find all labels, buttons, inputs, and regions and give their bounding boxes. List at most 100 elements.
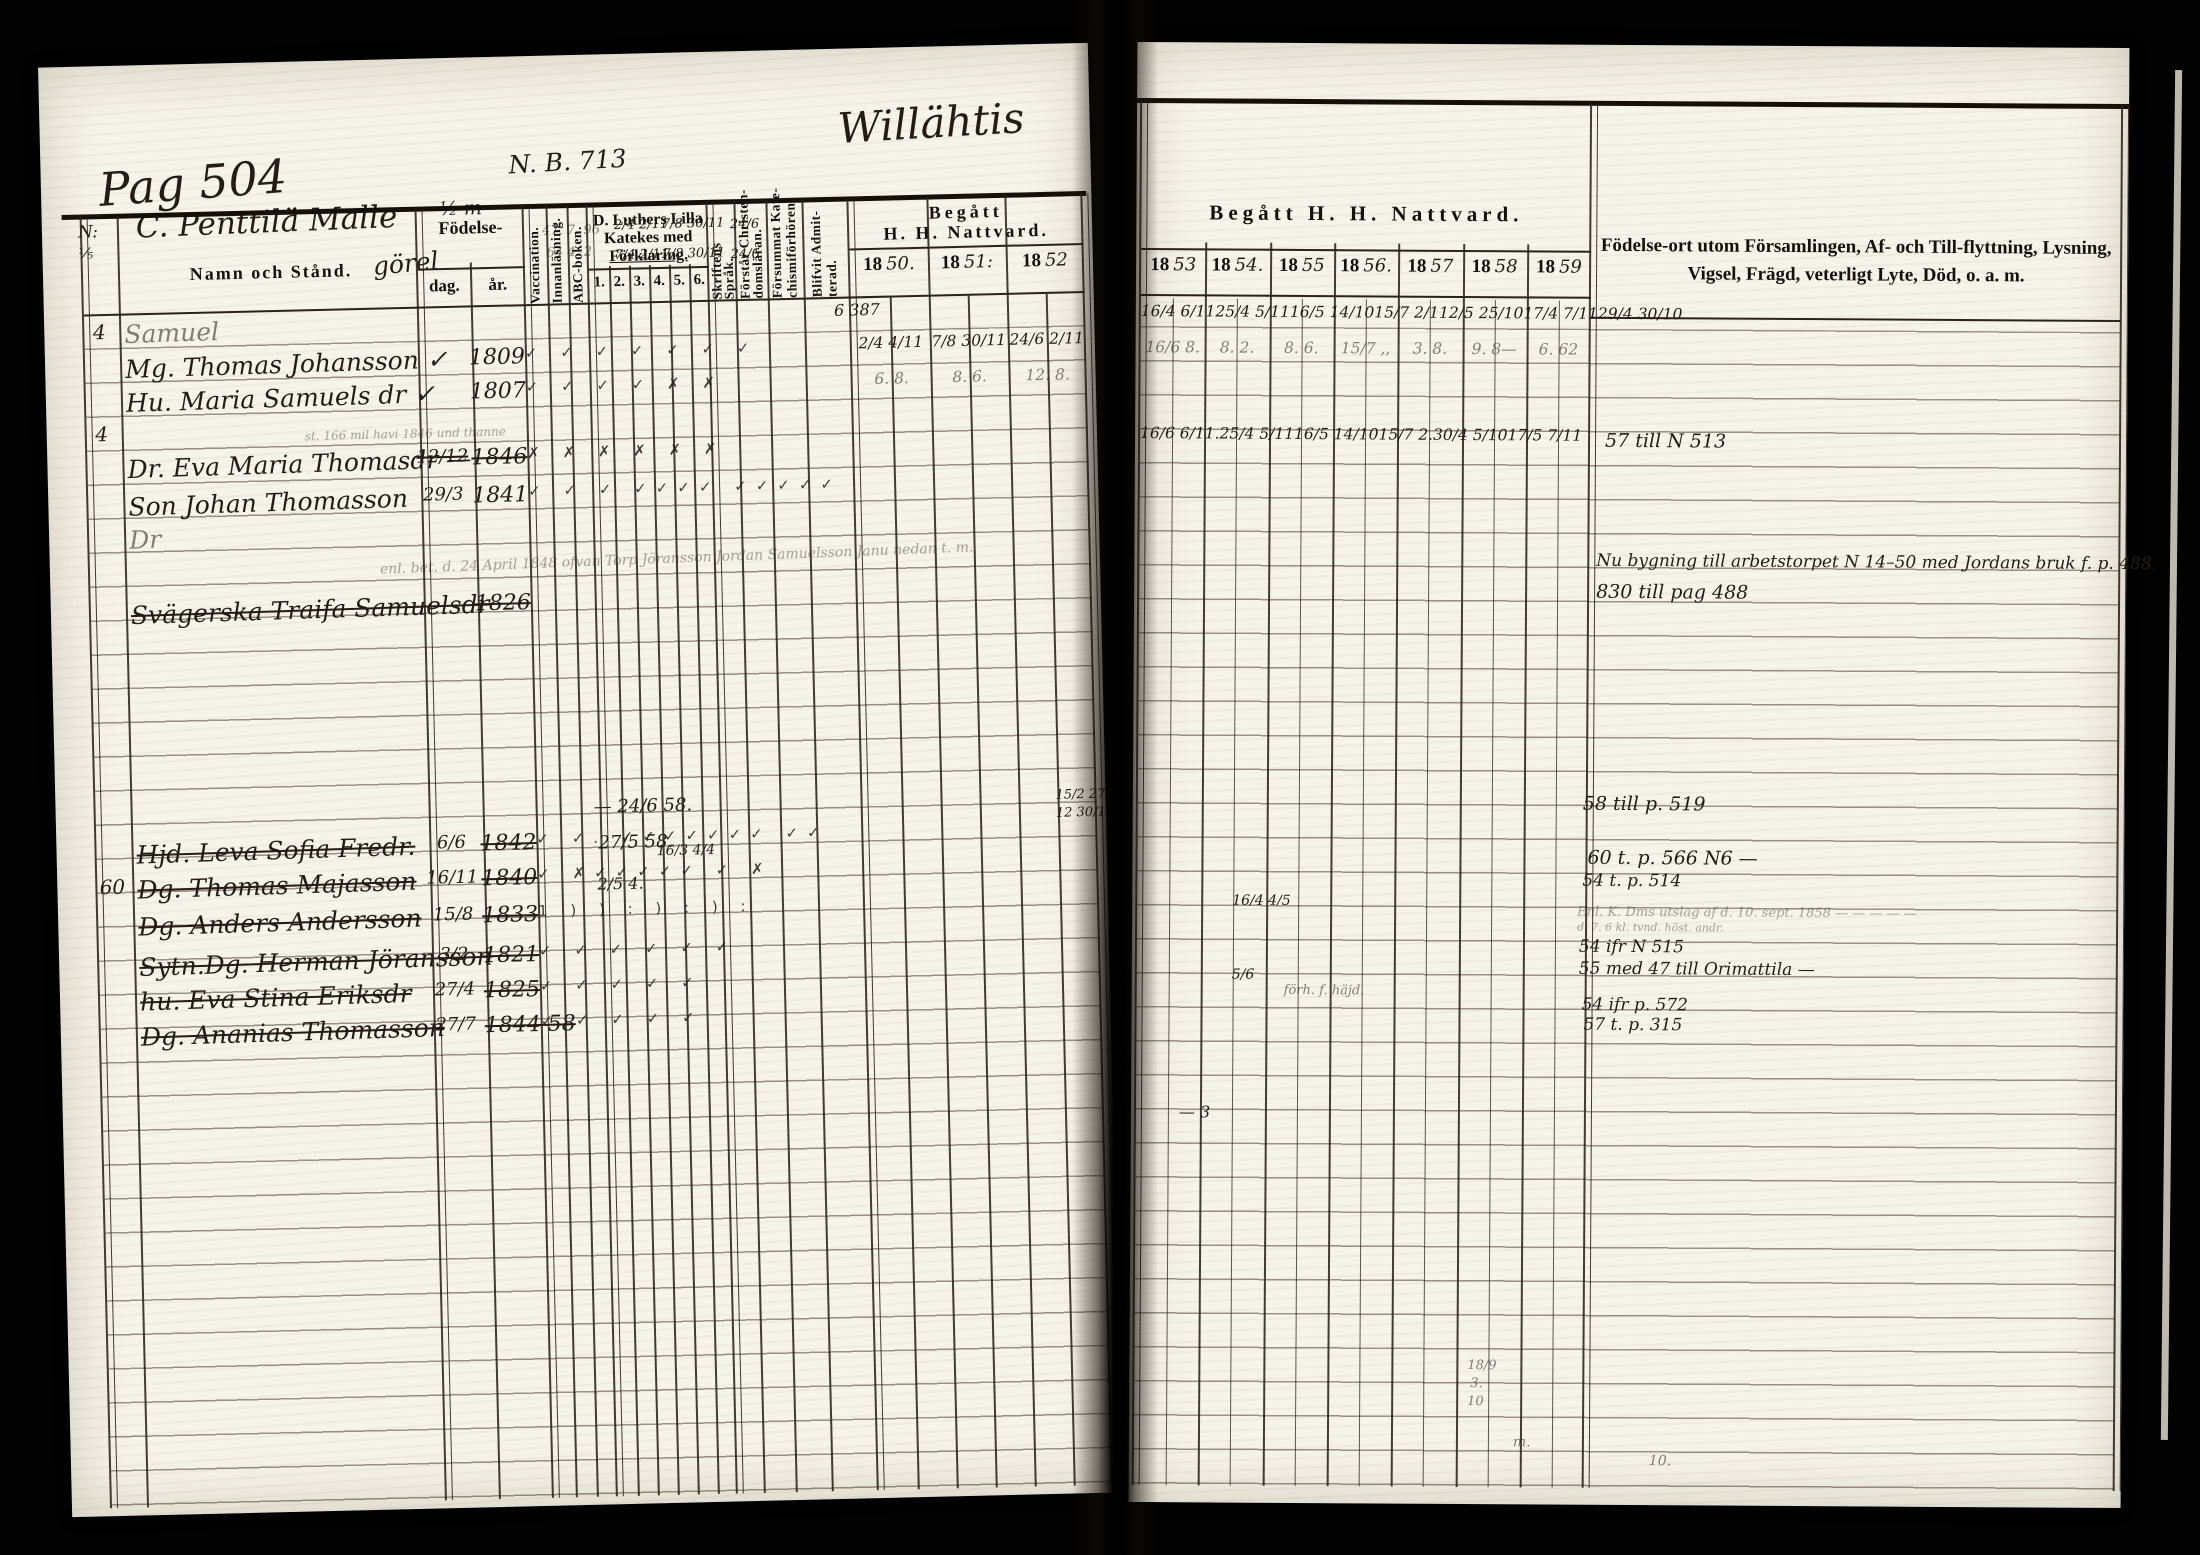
communion-dates: 7/8 30/11: [931, 330, 1007, 351]
marginal-note: Enl. K. Dms utslag af d. 10. sept. 1858 …: [1577, 904, 1917, 922]
grid-line: [1141, 248, 1592, 253]
birth-day: 29/3: [422, 483, 464, 506]
communion-dates: 15/7 2.: [1378, 425, 1434, 444]
grid-line: [1140, 294, 1591, 299]
handwritten-mark: 7/8 30/11: [662, 245, 726, 262]
handwritten-mark: 6 387: [833, 299, 881, 320]
communion-dates: 16/5 14/10: [1289, 302, 1375, 322]
handwritten-mark: 2/5 4.: [597, 873, 644, 894]
year-label: 18 58: [1471, 256, 1518, 278]
handwritten-mark: 16/4 4/5: [1232, 892, 1291, 909]
communion-dates-row: 16/6 6/11. 25/4 5/11 16/5 14/10 15/7 2. …: [1140, 424, 1590, 445]
marginal-note: 60 t. p. 566 N6 —: [1587, 846, 1758, 870]
birth-year: 1826: [474, 590, 532, 617]
nb-note: N. B. 713: [507, 143, 628, 180]
birth-day: 16/11: [426, 866, 479, 889]
communion-dates: 17/5 7/11: [1507, 426, 1583, 445]
marginal-note: 54 ifr N 515: [1578, 936, 1685, 958]
handwritten-mark: 64 4. 2: [546, 244, 593, 261]
birth-day: 3/2: [439, 943, 469, 966]
row-number: 4: [95, 422, 109, 447]
handwritten-mark: 47. 7. 96: [541, 222, 601, 239]
column-subheader-day: dag.: [428, 275, 460, 296]
communion-dates: 2/5 25/10: [1448, 303, 1524, 323]
check-marks: ✓ ✓ ✓ ✓ ✓: [539, 973, 703, 996]
column-header-admitted-2: terad.: [823, 259, 840, 298]
communion-dates-row: 16/6 8. 8. 2. 8. 6. 15/7 ,, 3. 8. 9. 8— …: [1141, 338, 1591, 359]
row-number: 4: [92, 320, 106, 345]
check-marks: ✓ ✓ ✓ ✓ ✓: [540, 1008, 704, 1030]
year-label: 18 51:: [940, 251, 994, 274]
entry-name: Samuel: [123, 316, 220, 350]
row-number: [81, 354, 119, 355]
communion-dates: 6. 8.: [874, 369, 910, 388]
communion-dates: 3. 8.: [1412, 339, 1448, 358]
handwritten-mark: 7/8 30/11: [661, 215, 725, 232]
communion-dates: 16/5 14/10: [1294, 424, 1379, 444]
handwritten-mark: 10: [1467, 1394, 1484, 1410]
marginal-note: 55 med 47 till Orimattila —: [1578, 958, 1815, 981]
communion-dates: 8. 2.: [1219, 338, 1255, 357]
handwritten-mark: — 3: [1178, 1102, 1211, 1122]
page-edge-sliver: [2160, 70, 2183, 1440]
communion-dates: 2/4 4/11: [858, 332, 924, 353]
check-marks: 1 ) ) : ) : ) :: [537, 896, 755, 921]
year-label: 18 54.: [1211, 254, 1264, 276]
communion-dates: 8. 6.: [1283, 338, 1319, 358]
marginal-note: 54 t. p. 514: [1582, 870, 1682, 892]
left-page: Pag 504 N. B. 713 Willähtis N: ⅕ C. Pent…: [38, 42, 1126, 1518]
column-header-communion-right: Begått H. H. Nattvard.: [1209, 200, 1524, 227]
handwritten-mark: 24/6: [729, 216, 760, 233]
handwritten-mark: 7/4 2/11: [614, 246, 670, 264]
column-header-birthplace-1: Födelse-ort utom Församlingen, Af- och T…: [1600, 234, 2112, 259]
year-label: 18 56.: [1340, 255, 1392, 277]
birth-day: 6/6: [436, 831, 467, 854]
book-fold-shadow: [1072, 0, 1158, 1555]
handwritten-mark: 16/3 4/4: [656, 841, 716, 860]
village-title: Willähtis: [836, 93, 1026, 153]
year-label: 18 57: [1407, 255, 1454, 277]
handwritten-mark: förh. f. häjd.: [1283, 982, 1365, 999]
communion-year-labels-left: 18 50. 18 51: 18 52: [850, 249, 1084, 277]
right-page: Begått H. H. Nattvard. 18 53 18 54. 18 55 1…: [1128, 41, 2157, 1509]
handwritten-mark: 18/9: [1467, 1358, 1497, 1374]
check-marks: ✓ ✓ ✓ ✓ ✗ ✗: [525, 373, 725, 397]
entry-name: hu. Eva Stina Eriksdr: [139, 978, 413, 1017]
birth-day: 12/12: [416, 445, 469, 468]
birth-day: 27/4: [434, 978, 476, 1001]
marginal-note: 54 ifr p. 572: [1581, 994, 1689, 1016]
communion-year-labels-right: 18 53 18 54. 18 55 18 56. 18 57 18 58 18 59: [1141, 254, 1591, 279]
handwritten-mark: 5/6: [1231, 966, 1255, 983]
year-label: 18 55: [1278, 254, 1325, 277]
year-label: 18 50.: [862, 252, 915, 276]
communion-dates: 17/4 7/11: [1523, 304, 1599, 323]
marginal-note: d. 7. 6 kl. tvnd. höst. andr.: [1577, 920, 1724, 935]
column-header-communion-left-2: H. H. Nattvard.: [883, 219, 1050, 244]
column-header-name: Namn och Stånd.: [189, 260, 353, 285]
column-header-birth: Födelse-: [438, 216, 503, 239]
communion-dates: 25/4 5/11: [1215, 302, 1290, 321]
column-header-birthplace-2: Vigsel, Frägd, veterligt Lyte, Död, o. a…: [1687, 263, 2025, 287]
marginal-note: 58 till p. 519: [1582, 792, 1706, 816]
marginal-note: 830 till pag 488: [1596, 580, 1749, 604]
marginal-note: Nu bygning till arbetstorpet N 14–50 med…: [1596, 550, 2158, 575]
communion-dates: 30/4 5/10: [1432, 425, 1508, 445]
check-marks: ✗ ✗ ✗ ✗ ✗ ✗: [527, 439, 726, 463]
handwritten-mark: m.: [1512, 1434, 1531, 1451]
marginal-note: 57 till N 513: [1604, 429, 1727, 453]
check-marks: ✓ ✓ ✓ ✓ ✓ ✓: [538, 937, 738, 961]
communion-dates: 15/7 ,,: [1340, 339, 1391, 358]
communion-dates: 9. 8—: [1471, 340, 1517, 359]
communion-dates: 29/4 30/10: [1597, 304, 1683, 324]
grid-line: [1137, 97, 2130, 109]
entry-name: Dr: [128, 524, 162, 555]
row-number: [82, 388, 120, 389]
communion-dates: 15/7 2/11: [1374, 303, 1449, 322]
birth-day: 27/7: [435, 1013, 477, 1036]
column-subheader-year: år.: [488, 274, 508, 295]
catechism-column-numbers: 1. 2. 3. 4. 5. 6.: [593, 271, 706, 291]
handwritten-mark: 24/6: [730, 246, 761, 263]
communion-dates: 8. 6.: [952, 367, 988, 387]
communion-dates: 25/4 5/11: [1219, 424, 1295, 443]
communion-dates-row: 16/4 6/11 25/4 5/11 16/5 14/10 15/7 2/11…: [1141, 302, 1683, 323]
